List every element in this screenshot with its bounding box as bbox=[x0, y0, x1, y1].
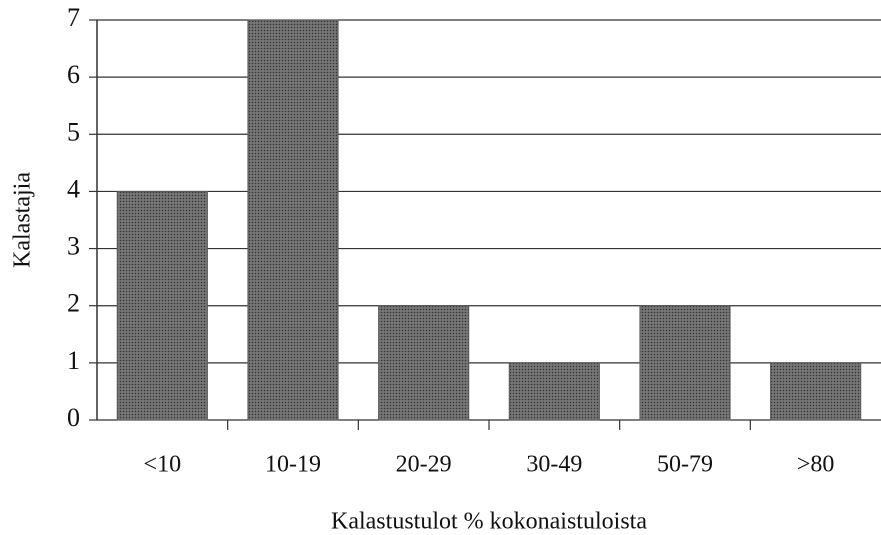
y-tick-label: 0 bbox=[67, 403, 80, 432]
y-tick-label: 2 bbox=[67, 289, 80, 318]
y-tick-label: 4 bbox=[67, 174, 80, 203]
x-tick-label: 30-49 bbox=[526, 452, 582, 478]
y-axis-label: Kalastajia bbox=[10, 172, 36, 268]
y-tick-label: 3 bbox=[67, 232, 80, 261]
x-axis-label: Kalastustulot % kokonaistuloista bbox=[331, 509, 647, 535]
y-tick-label: 5 bbox=[67, 117, 80, 146]
bar bbox=[770, 362, 862, 421]
bar bbox=[116, 190, 208, 421]
bar bbox=[639, 305, 731, 421]
y-tick-label: 1 bbox=[67, 346, 80, 375]
bar bbox=[508, 362, 600, 421]
y-tick-label: 6 bbox=[67, 60, 80, 89]
x-tick-label: 10-19 bbox=[265, 452, 321, 478]
x-tick-label: <10 bbox=[144, 452, 182, 478]
x-tick-label: 50-79 bbox=[657, 452, 713, 478]
bar bbox=[247, 19, 339, 421]
x-tick-label: >80 bbox=[797, 452, 835, 478]
bar bbox=[378, 305, 470, 421]
y-tick-label: 7 bbox=[67, 3, 80, 32]
x-tick-label: 20-29 bbox=[396, 452, 452, 478]
